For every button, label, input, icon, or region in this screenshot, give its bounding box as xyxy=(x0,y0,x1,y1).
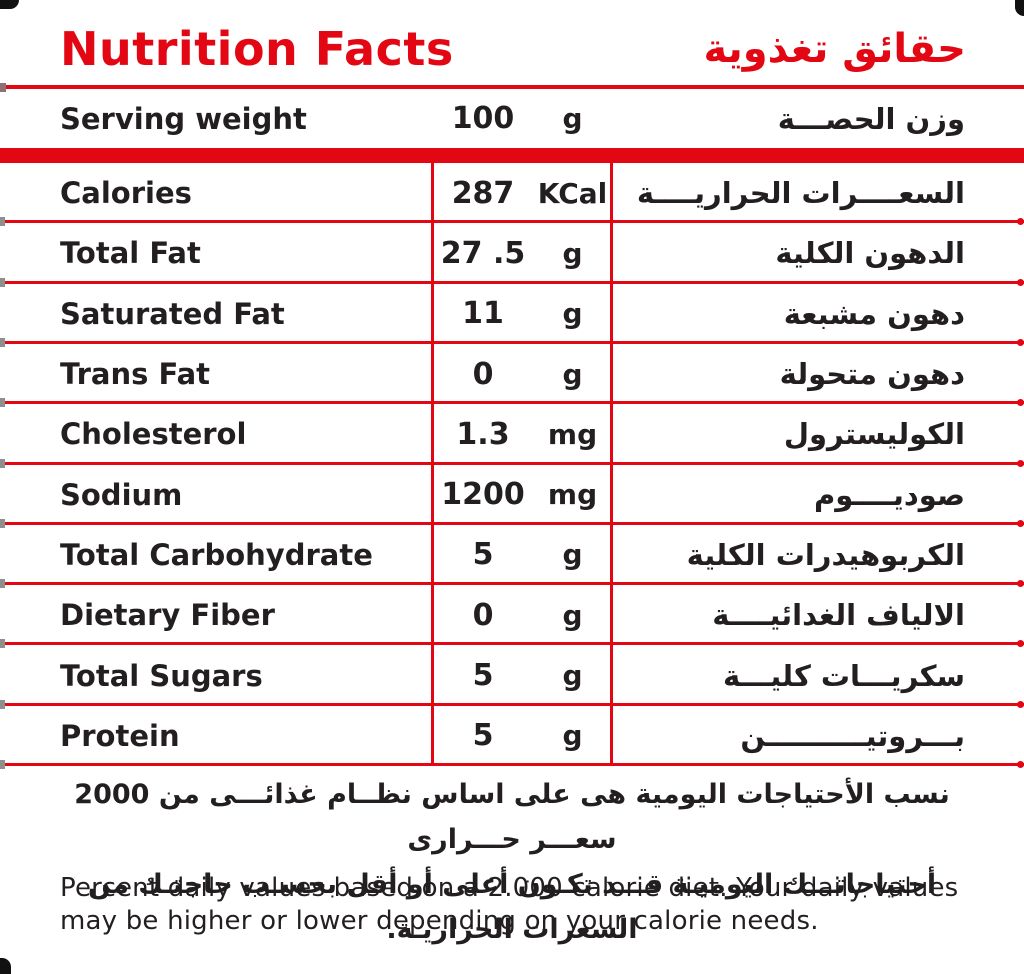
column-divider-right xyxy=(610,163,613,766)
nutrient-label-en: Total Sugars xyxy=(60,658,263,693)
nutrient-label-en: Protein xyxy=(60,718,180,753)
nutrient-label-ar: الالياف الغدائيــــة xyxy=(712,598,965,633)
nutrient-value-cell: 0 g xyxy=(433,344,612,404)
nutrient-label-ar: الكربوهيدرات الكلية xyxy=(686,537,965,572)
nutrient-value-cell: 287 KCal xyxy=(433,163,612,223)
serving-unit: g xyxy=(562,102,583,135)
nutrient-label-en: Cholesterol xyxy=(60,417,247,452)
frame-corner-top-right xyxy=(1015,0,1024,16)
footer-note-en: Percent daily values based on a 2.000 ca… xyxy=(60,872,984,938)
nutrient-unit: g xyxy=(562,236,583,270)
footer-note-ar: نسب الأحتياجات اليومية هى على اساس نظــا… xyxy=(40,772,984,952)
table-row: Calories 287 KCal السعــــرات الحراريـــ… xyxy=(0,163,1024,223)
nutrient-value: 5 xyxy=(472,537,494,573)
nutrient-unit: g xyxy=(562,297,583,331)
serving-row: Serving weight 100 g وزن الحصـــة xyxy=(0,89,1024,148)
nutrient-value: 5 xyxy=(472,658,494,694)
nutrient-label-ar: صوديــــوم xyxy=(813,477,965,512)
nutrient-label-en: Total Fat xyxy=(60,236,201,271)
row-separator xyxy=(0,579,1024,589)
nutrient-unit: mg xyxy=(547,478,598,512)
label-header: Nutrition Facts حقائق تغذوية xyxy=(60,16,966,82)
row-separator xyxy=(0,699,1024,709)
row-separator xyxy=(0,518,1024,528)
footer-note-en-line1: Percent daily values based on a 2.000 ca… xyxy=(60,873,959,903)
nutrient-value-cell: 0 g xyxy=(433,585,612,645)
table-row: Dietary Fiber 0 g الالياف الغدائيــــة xyxy=(0,585,1024,645)
nutrient-value-cell: 11 g xyxy=(433,284,612,344)
title-ar: حقائق تغذوية xyxy=(703,26,966,72)
nutrient-value: 287 xyxy=(451,175,515,211)
nutrient-label-ar: الدهون الكلية xyxy=(775,236,965,271)
nutrient-label-ar: سكريـــات كليـــة xyxy=(722,658,965,693)
nutrient-value: 0 xyxy=(472,356,494,392)
table-row: Trans Fat 0 g دهون متحولة xyxy=(0,344,1024,404)
nutrient-value-cell: 5 g xyxy=(433,706,612,766)
nutrient-unit: g xyxy=(562,357,583,391)
nutrient-unit: g xyxy=(562,659,583,693)
nutrient-value-cell: 5 g xyxy=(433,645,612,705)
row-separator xyxy=(0,639,1024,649)
frame-corner-top-left xyxy=(0,0,19,9)
table-row: Total Carbohydrate 5 g الكربوهيدرات الكل… xyxy=(0,525,1024,585)
nutrient-unit: g xyxy=(562,719,583,753)
row-separator xyxy=(0,760,1024,769)
nutrient-label-ar: السعــــرات الحراريــــة xyxy=(636,176,965,211)
header-divider xyxy=(0,83,1024,92)
footer-note-en-line2: may be higher or lower depending on your… xyxy=(60,906,819,936)
frame-corner-bottom-left xyxy=(0,958,11,974)
nutrient-value-cell: 27 .5 g xyxy=(433,223,612,283)
row-separator xyxy=(0,458,1024,468)
title-en: Nutrition Facts xyxy=(60,22,454,76)
nutrient-value: 0 xyxy=(472,597,494,633)
nutrient-value-cell: 1200 mg xyxy=(433,465,612,525)
nutrient-label-en: Trans Fat xyxy=(60,357,211,392)
row-separator xyxy=(0,337,1024,347)
serving-label-ar: وزن الحصـــة xyxy=(777,101,965,136)
footer-note-ar-line1: نسب الأحتياجات اليومية هى على اساس نظــا… xyxy=(74,779,950,855)
row-separator xyxy=(0,398,1024,408)
table-row: Sodium 1200 mg صوديــــوم xyxy=(0,465,1024,525)
serving-value-cell: 100 g xyxy=(433,89,612,148)
nutrient-value: 5 xyxy=(472,718,494,754)
nutrient-value: 11 xyxy=(462,296,504,332)
nutrient-value: 1.3 xyxy=(456,416,510,452)
table-row: Protein 5 g بـــروتيــــــــــن xyxy=(0,706,1024,766)
nutrient-label-en: Saturated Fat xyxy=(60,296,285,331)
nutrient-value: 27 .5 xyxy=(440,235,526,271)
nutrient-unit: g xyxy=(562,538,583,572)
nutrient-label-ar: دهون متحولة xyxy=(779,357,965,392)
footer-note-ar-line2: أحتياجاتـــك اليوميـة قـــد تكـون أعلى أ… xyxy=(87,869,937,945)
serving-label-en: Serving weight xyxy=(60,101,307,136)
nutrient-unit: mg xyxy=(547,417,598,451)
nutrient-label-en: Dietary Fiber xyxy=(60,598,275,633)
table-row: Cholesterol 1.3 mg الكوليسترول xyxy=(0,404,1024,464)
nutrient-label-ar: دهون مشبعة xyxy=(783,296,965,331)
nutrient-label-en: Total Carbohydrate xyxy=(60,537,373,572)
serving-value: 100 xyxy=(451,101,515,136)
table-row: Total Sugars 5 g سكريـــات كليـــة xyxy=(0,645,1024,705)
nutrient-label-ar: بـــروتيــــــــــن xyxy=(740,718,965,753)
row-separator xyxy=(0,277,1024,287)
nutrient-unit: KCal xyxy=(537,176,608,210)
nutrient-label-en: Calories xyxy=(60,176,192,211)
nutrient-value-cell: 1.3 mg xyxy=(433,404,612,464)
nutrient-value-cell: 5 g xyxy=(433,525,612,585)
section-bar xyxy=(0,148,1024,163)
table-row: Saturated Fat 11 g دهون مشبعة xyxy=(0,284,1024,344)
row-separator xyxy=(0,217,1024,227)
column-divider-left xyxy=(431,163,434,766)
nutrient-label-en: Sodium xyxy=(60,477,183,512)
nutrient-value: 1200 xyxy=(441,477,525,513)
nutrient-label-ar: الكوليسترول xyxy=(783,417,965,452)
table-row: Total Fat 27 .5 g الدهون الكلية xyxy=(0,223,1024,283)
nutrient-unit: g xyxy=(562,598,583,632)
